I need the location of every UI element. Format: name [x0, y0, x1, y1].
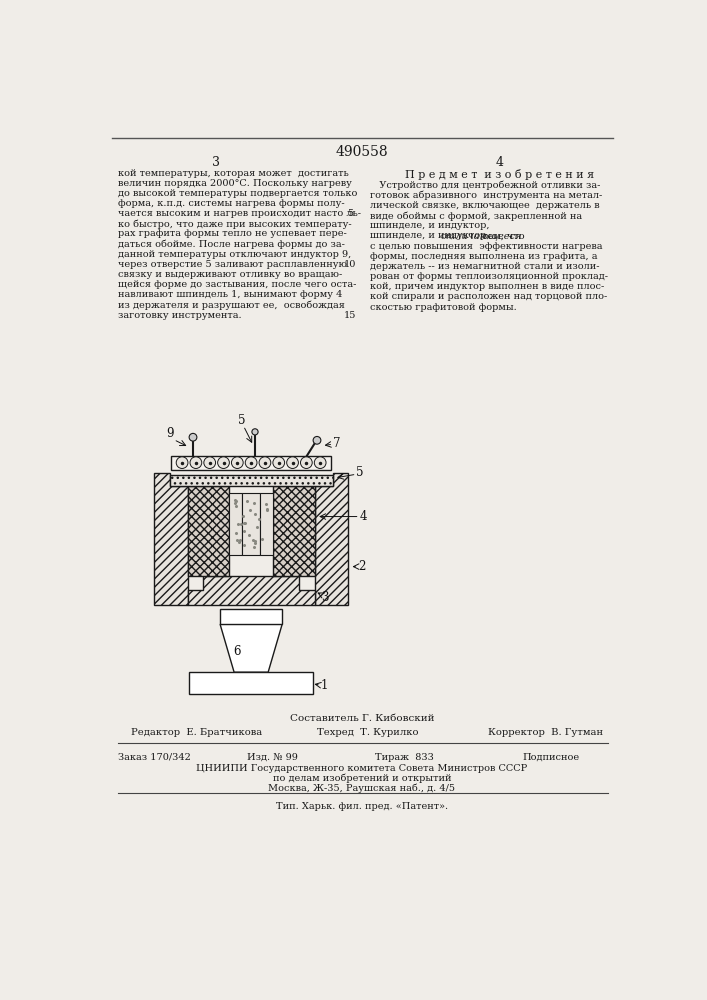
Text: Тираж  833: Тираж 833 — [375, 753, 434, 762]
Text: 3: 3 — [321, 591, 329, 604]
Text: кой, причем индуктор выполнен в виде плос-: кой, причем индуктор выполнен в виде пло… — [370, 282, 604, 291]
Circle shape — [189, 433, 197, 441]
Text: Редактор  Е. Братчикова: Редактор Е. Братчикова — [131, 728, 262, 737]
Circle shape — [252, 429, 258, 435]
Circle shape — [245, 457, 257, 468]
Text: Составитель Г. Кибовский: Составитель Г. Кибовский — [290, 714, 434, 723]
Text: лической связке, включающее  держатель в: лической связке, включающее держатель в — [370, 201, 600, 210]
Text: шпинделе, и индуктор,: шпинделе, и индуктор, — [370, 231, 492, 240]
Circle shape — [273, 457, 285, 468]
Bar — [171, 456, 331, 470]
Text: шпинделе, и индуктор,: шпинделе, и индуктор, — [370, 221, 492, 230]
Text: 4: 4 — [495, 156, 503, 169]
Text: чается высоким и нагрев происходит насто ль-: чается высоким и нагрев происходит насто… — [118, 209, 361, 218]
Text: величин порядка 2000°С. Поскольку нагреву: величин порядка 2000°С. Поскольку нагрев… — [118, 179, 351, 188]
Text: до высокой температуры подвергается только: до высокой температуры подвергается толь… — [118, 189, 357, 198]
Circle shape — [300, 457, 312, 468]
Text: готовок абразивного  инструмента на метал-: готовок абразивного инструмента на метал… — [370, 191, 602, 200]
Polygon shape — [154, 473, 187, 605]
Text: держатель -- из немагнитной стали и изоли-: держатель -- из немагнитной стали и изол… — [370, 262, 600, 271]
Circle shape — [313, 436, 321, 444]
Bar — [220, 609, 282, 624]
Bar — [189, 672, 313, 694]
Text: заготовку инструмента.: заготовку инструмента. — [118, 311, 242, 320]
Text: виде обоймы с формой, закрепленной на: виде обоймы с формой, закрепленной на — [370, 211, 582, 221]
Circle shape — [286, 457, 298, 468]
Text: 490558: 490558 — [336, 145, 388, 159]
Text: щейся форме до застывания, после чего оста-: щейся форме до застывания, после чего ос… — [118, 280, 356, 289]
Circle shape — [259, 457, 271, 468]
Text: 3: 3 — [212, 156, 221, 169]
Text: 4: 4 — [360, 510, 367, 523]
Text: 2: 2 — [358, 560, 366, 573]
Polygon shape — [260, 493, 273, 555]
Text: навливают шпиндель 1, вынимают форму 4: навливают шпиндель 1, вынимают форму 4 — [118, 290, 342, 299]
Text: по делам изобретений и открытий: по делам изобретений и открытий — [273, 774, 451, 783]
Text: связку и выдерживают отливку во вращаю-: связку и выдерживают отливку во вращаю- — [118, 270, 342, 279]
Text: отличающееся: отличающееся — [440, 231, 522, 240]
Polygon shape — [187, 576, 315, 605]
Circle shape — [218, 457, 229, 468]
Text: 5: 5 — [238, 414, 245, 427]
Text: через отверстие 5 заливают расплавленную: через отверстие 5 заливают расплавленную — [118, 260, 347, 269]
Circle shape — [204, 457, 216, 468]
Text: Техред  Т. Курилко: Техред Т. Курилко — [317, 728, 419, 737]
Text: 15: 15 — [344, 311, 356, 320]
Text: с целью повышения  эффективности нагрева: с целью повышения эффективности нагрева — [370, 242, 602, 251]
Text: даться обойме. После нагрева формы до за-: даться обойме. После нагрева формы до за… — [118, 240, 345, 249]
Text: Заказ 170/342: Заказ 170/342 — [118, 753, 191, 762]
Bar — [242, 493, 260, 555]
Text: данной температуры отключают индуктор 9,: данной температуры отключают индуктор 9, — [118, 250, 351, 259]
Polygon shape — [220, 624, 282, 672]
Text: 9: 9 — [166, 427, 173, 440]
Text: формы, последняя выполнена из графита, а: формы, последняя выполнена из графита, а — [370, 252, 597, 261]
Text: П р е д м е т  и з о б р е т е н и я: П р е д м е т и з о б р е т е н и я — [404, 169, 594, 180]
Text: ко быстро, что даже при высоких температу-: ко быстро, что даже при высоких температ… — [118, 219, 351, 229]
Text: 6: 6 — [233, 645, 241, 658]
Text: 7: 7 — [332, 437, 340, 450]
Text: 5: 5 — [347, 209, 354, 218]
Text: тем, что: тем, что — [479, 231, 525, 240]
Text: Корректор  В. Гутман: Корректор В. Гутман — [488, 728, 602, 737]
Text: Устройство для центробежной отливки за-: Устройство для центробежной отливки за- — [370, 181, 600, 190]
Circle shape — [315, 457, 326, 468]
Polygon shape — [187, 486, 230, 576]
Polygon shape — [315, 473, 348, 605]
Text: 1: 1 — [321, 679, 329, 692]
Text: скостью графитовой формы.: скостью графитовой формы. — [370, 303, 516, 312]
Circle shape — [231, 457, 243, 468]
Text: форма, к.п.д. системы нагрева формы полу-: форма, к.п.д. системы нагрева формы полу… — [118, 199, 344, 208]
Text: Москва, Ж-35, Раушская наб., д. 4/5: Москва, Ж-35, Раушская наб., д. 4/5 — [269, 784, 455, 793]
Polygon shape — [230, 493, 242, 555]
Text: Изд. № 99: Изд. № 99 — [247, 753, 298, 762]
Text: 5: 5 — [356, 466, 363, 479]
Text: Подписное: Подписное — [522, 753, 580, 762]
Text: рах графита формы тепло не успевает пере-: рах графита формы тепло не успевает пере… — [118, 229, 346, 238]
Text: ЦНИИПИ Государственного комитета Совета Министров СССР: ЦНИИПИ Государственного комитета Совета … — [197, 764, 527, 773]
Text: кой спирали и расположен над торцовой пло-: кой спирали и расположен над торцовой пл… — [370, 292, 607, 301]
Circle shape — [190, 457, 201, 468]
Polygon shape — [273, 486, 315, 576]
Text: 10: 10 — [344, 260, 356, 269]
Circle shape — [176, 457, 188, 468]
Text: Тип. Харьк. фил. пред. «Патент».: Тип. Харьк. фил. пред. «Патент». — [276, 802, 448, 811]
Text: рован от формы теплоизоляционной проклад-: рован от формы теплоизоляционной проклад… — [370, 272, 608, 281]
Text: из держателя и разрушают ее,  освобождая: из держателя и разрушают ее, освобождая — [118, 301, 345, 310]
Text: кой температуры, которая может  достигать: кой температуры, которая может достигать — [118, 169, 349, 178]
Bar — [170, 475, 332, 486]
